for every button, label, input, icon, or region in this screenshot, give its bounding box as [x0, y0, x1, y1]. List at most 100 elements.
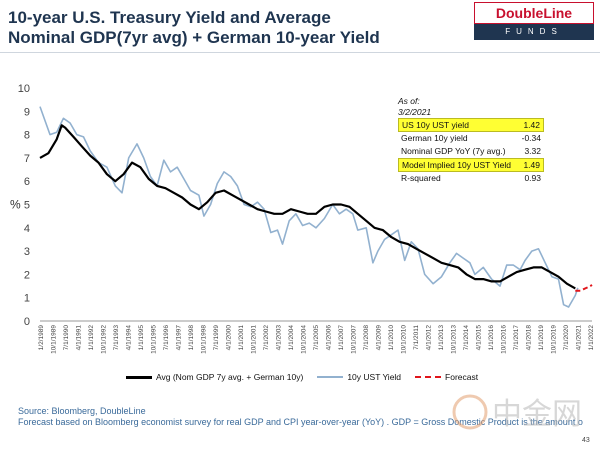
- y-tick-label: 9: [24, 106, 30, 118]
- x-tick-label: 1/1/2001: [238, 325, 245, 351]
- legend-label-avg: Avg (Nom GDP 7y avg. + German 10y): [156, 372, 304, 382]
- watermark-logo: 中金网: [452, 394, 582, 432]
- x-tick-label: 7/1/2014: [463, 325, 470, 351]
- x-tick-label: 4/1/2015: [476, 325, 483, 351]
- stat-label: R-squared: [401, 173, 441, 183]
- x-tick-label: 10/1/2001: [251, 325, 258, 354]
- y-tick-label: 0: [24, 316, 30, 328]
- watermark-text: 中金网: [492, 397, 582, 432]
- y-tick-label: 10: [18, 83, 30, 95]
- stat-label: German 10y yield: [401, 133, 468, 143]
- legend-swatch-ust: [317, 376, 344, 378]
- legend-item-ust: 10y UST Yield: [317, 372, 401, 382]
- stats-box: As of: 3/2/2021 US 10y UST yield 1.42 Germ…: [398, 96, 544, 185]
- legend-swatch-forecast: [415, 376, 442, 378]
- x-tick-label: 7/1/2008: [363, 325, 370, 351]
- x-tick-label: 1/1/2013: [438, 325, 445, 351]
- x-tick-label: 1/1/1992: [88, 325, 95, 351]
- x-tick-label: 10/1/1995: [151, 325, 158, 354]
- stat-value: 1.42: [523, 120, 540, 130]
- y-tick-label: 4: [24, 223, 30, 235]
- x-tick-label: 7/1/2002: [263, 325, 270, 351]
- x-tick-label: 4/1/2003: [276, 325, 283, 351]
- logo-wordmark: DoubleLine: [474, 2, 594, 24]
- y-tick-label: 7: [24, 153, 30, 165]
- title-divider: [0, 52, 600, 53]
- stat-value: 1.49: [523, 160, 540, 170]
- series-line-forecast: [575, 284, 593, 292]
- y-axis-label: %: [10, 198, 21, 212]
- x-tick-label: 4/1/2012: [426, 325, 433, 351]
- legend-swatch-avg: [126, 375, 152, 379]
- x-tick-label: 4/1/1991: [76, 325, 83, 351]
- x-tick-label: 4/1/2021: [576, 325, 583, 351]
- x-tick-label: 7/1/1999: [213, 325, 220, 351]
- stat-row: US 10y UST yield 1.42: [398, 118, 544, 132]
- x-tick-label: 10/1/2016: [501, 325, 508, 354]
- x-tick-label: 7/1/2020: [563, 325, 570, 351]
- x-tick-label: 4/1/2006: [326, 325, 333, 351]
- x-tick-label: 1/1/1995: [138, 325, 145, 351]
- stat-value: 0.93: [524, 173, 541, 183]
- chart-title: 10-year U.S. Treasury Yield and Average …: [8, 8, 448, 48]
- x-tick-label: 10/1/2010: [401, 325, 408, 354]
- stat-row: Model Implied 10y UST Yield 1.49: [398, 158, 544, 172]
- x-tick-label: 1/1/2004: [288, 325, 295, 351]
- x-tick-label: 10/1/2004: [301, 325, 308, 354]
- title-line-1: 10-year U.S. Treasury Yield and Average: [8, 8, 331, 27]
- x-tick-label: 10/1/1998: [201, 325, 208, 354]
- x-tick-label: 7/1/2005: [313, 325, 320, 351]
- page-number: 43: [582, 437, 590, 444]
- x-tick-label: 10/1/2013: [451, 325, 458, 354]
- legend-label-ust: 10y UST Yield: [347, 372, 402, 382]
- legend-item-avg: Avg (Nom GDP 7y avg. + German 10y): [126, 372, 303, 382]
- x-tick-label: 1/1/2016: [488, 325, 495, 351]
- y-tick-label: 1: [24, 293, 30, 305]
- x-tick-label: 10/1/2007: [351, 325, 358, 354]
- y-tick-label: 5: [24, 200, 30, 212]
- doubleline-logo: DoubleLine FUNDS: [474, 2, 594, 44]
- x-tick-label: 7/1/1990: [63, 325, 70, 351]
- x-tick-label: 4/1/2000: [226, 325, 233, 351]
- x-tick-label: 7/1/1996: [163, 325, 170, 351]
- x-tick-label: 10/1/1989: [51, 325, 58, 354]
- stat-label: Nominal GDP YoY (7y avg.): [401, 146, 506, 156]
- stat-value: -0.34: [521, 133, 541, 143]
- stat-label: Model Implied 10y UST Yield: [402, 160, 511, 170]
- stat-row: German 10y yield -0.34: [398, 132, 544, 145]
- x-tick-label: 10/1/2019: [551, 325, 558, 354]
- y-tick-label: 3: [24, 246, 30, 258]
- y-tick-label: 2: [24, 269, 30, 281]
- title-line-2: Nominal GDP(7yr avg) + German 10-year Yi…: [8, 28, 380, 47]
- y-tick-label: 6: [24, 176, 30, 188]
- x-tick-label: 1/1/1998: [188, 325, 195, 351]
- stats-rows: US 10y UST yield 1.42 German 10y yield -0.3…: [398, 118, 544, 185]
- forecast-note: Forecast based on Bloomberg economist su…: [18, 417, 583, 427]
- x-tick-label: 7/1/2011: [413, 325, 420, 350]
- x-tick-label: 4/1/2018: [526, 325, 533, 351]
- footer-notes: Source: Bloomberg, DoubleLine Forecast b…: [18, 406, 583, 428]
- line-chart: % 0 1 2 3 4 5 6 7 8 9 10 1/2/1989 10/1/1989 7/1/1990 4/…: [10, 83, 595, 354]
- stat-value: 3.32: [524, 146, 541, 156]
- x-tick-label: 1/1/2022: [588, 325, 595, 351]
- x-tick-label: 4/1/1994: [126, 325, 133, 351]
- source-note: Source: Bloomberg, DoubleLine: [18, 406, 146, 416]
- x-tick-label: 1/1/2010: [388, 325, 395, 351]
- x-tick-label: 1/2/1989: [38, 325, 45, 351]
- series-line-avg: [39, 124, 576, 290]
- logo-subtext: FUNDS: [474, 24, 594, 40]
- legend-item-forecast: Forecast: [415, 372, 478, 382]
- chart-legend: Avg (Nom GDP 7y avg. + German 10y) 10y U…: [126, 372, 478, 382]
- stat-row: Nominal GDP YoY (7y avg.) 3.32: [398, 145, 544, 158]
- stat-label: US 10y UST yield: [402, 120, 469, 130]
- x-tick-label: 4/1/1997: [176, 325, 183, 351]
- x-tick-label: 1/1/2019: [538, 325, 545, 351]
- x-tick-label: 1/1/2007: [338, 325, 345, 351]
- x-tick-label: 10/1/1992: [101, 325, 108, 354]
- stat-row: R-squared 0.93: [398, 172, 544, 185]
- asof-date: 3/2/2021: [398, 107, 432, 117]
- y-tick-label: 8: [24, 130, 30, 142]
- x-tick-label: 4/1/2009: [376, 325, 383, 351]
- x-tick-label: 7/1/1993: [113, 325, 120, 351]
- x-tick-label: 7/1/2017: [513, 325, 520, 351]
